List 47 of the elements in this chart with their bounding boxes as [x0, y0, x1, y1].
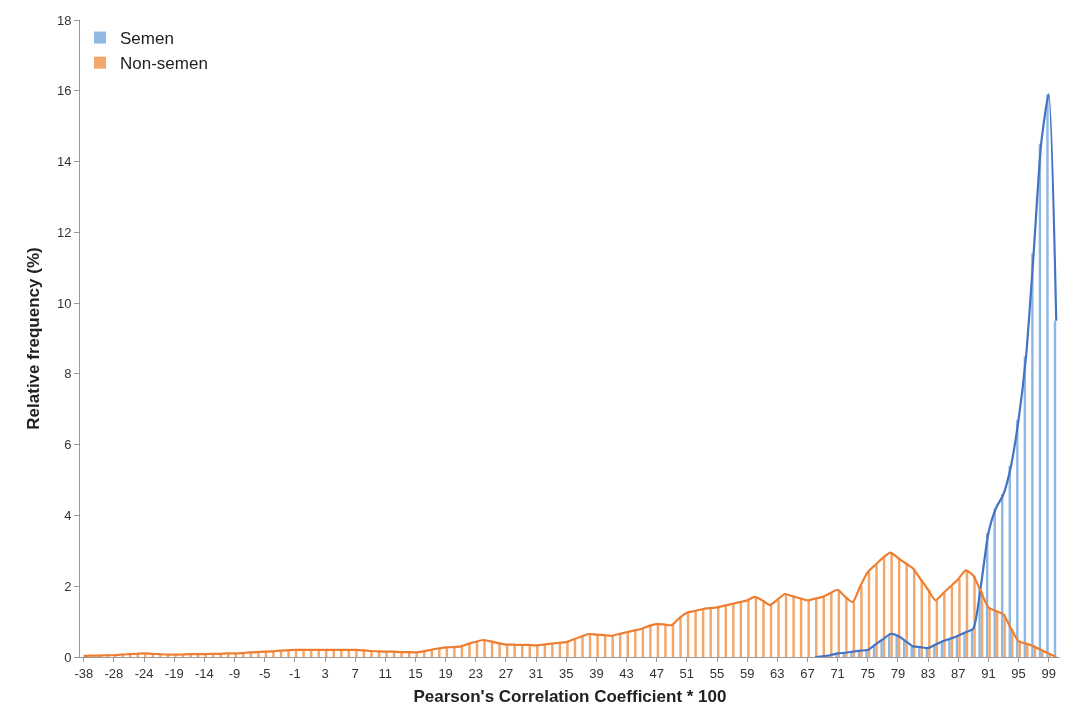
- x-tick-label: -28: [104, 665, 124, 681]
- x-tick-label: 27: [498, 665, 514, 681]
- y-tick-label: 4: [64, 507, 72, 523]
- x-tick-label: 39: [589, 665, 604, 681]
- x-tick-label: 23: [468, 665, 483, 681]
- y-tick-label: 6: [64, 437, 72, 453]
- x-tick-label: -19: [164, 665, 184, 681]
- x-tick-label: -24: [134, 665, 154, 681]
- x-tick-label: -9: [228, 665, 241, 681]
- y-axis-title: Relative frequency (%): [24, 247, 44, 430]
- x-tick-label: 43: [619, 665, 634, 681]
- y-tick-label: 2: [64, 578, 72, 594]
- x-tick-label: -1: [289, 665, 301, 681]
- x-tick-label: 15: [408, 665, 423, 681]
- x-tick-label: 75: [860, 665, 875, 681]
- x-tick-label: 59: [739, 665, 755, 681]
- x-tick-label: 95: [1011, 665, 1026, 681]
- x-tick-label: 31: [528, 665, 544, 681]
- y-tick-label: 8: [64, 366, 72, 382]
- x-tick-label: 67: [800, 665, 815, 681]
- x-tick-label: 91: [981, 665, 996, 681]
- x-tick-label: 3: [321, 665, 329, 681]
- x-tick-label: 51: [679, 665, 695, 681]
- x-tick-label: 11: [378, 665, 393, 681]
- x-tick-label: 71: [830, 665, 845, 681]
- y-tick-label: 14: [56, 154, 72, 170]
- legend-label: Non-semen: [120, 54, 208, 74]
- legend-label: Semen: [120, 29, 174, 49]
- x-tick-label: 83: [920, 665, 936, 681]
- y-tick-label: 16: [56, 83, 72, 99]
- x-tick-label: -5: [258, 665, 271, 681]
- x-tick-label: 35: [559, 665, 574, 681]
- x-tick-label: 87: [951, 665, 966, 681]
- y-tick-label: 0: [64, 649, 72, 665]
- y-tick-label: 12: [56, 224, 72, 240]
- x-tick-label: 47: [649, 665, 664, 681]
- y-tick-label: 10: [56, 295, 72, 311]
- x-tick-label: -38: [74, 665, 94, 681]
- x-tick-label: 99: [1041, 665, 1056, 681]
- x-tick-label: -14: [194, 665, 214, 681]
- x-axis-title: Pearson's Correlation Coefficient * 100: [413, 687, 727, 706]
- x-tick-label: 63: [770, 665, 785, 681]
- x-tick-label: 19: [438, 665, 453, 681]
- x-tick-label: 79: [890, 665, 906, 681]
- x-tick-label: 55: [709, 665, 725, 681]
- y-tick-label: 18: [56, 12, 72, 28]
- x-tick-label: 7: [351, 665, 359, 681]
